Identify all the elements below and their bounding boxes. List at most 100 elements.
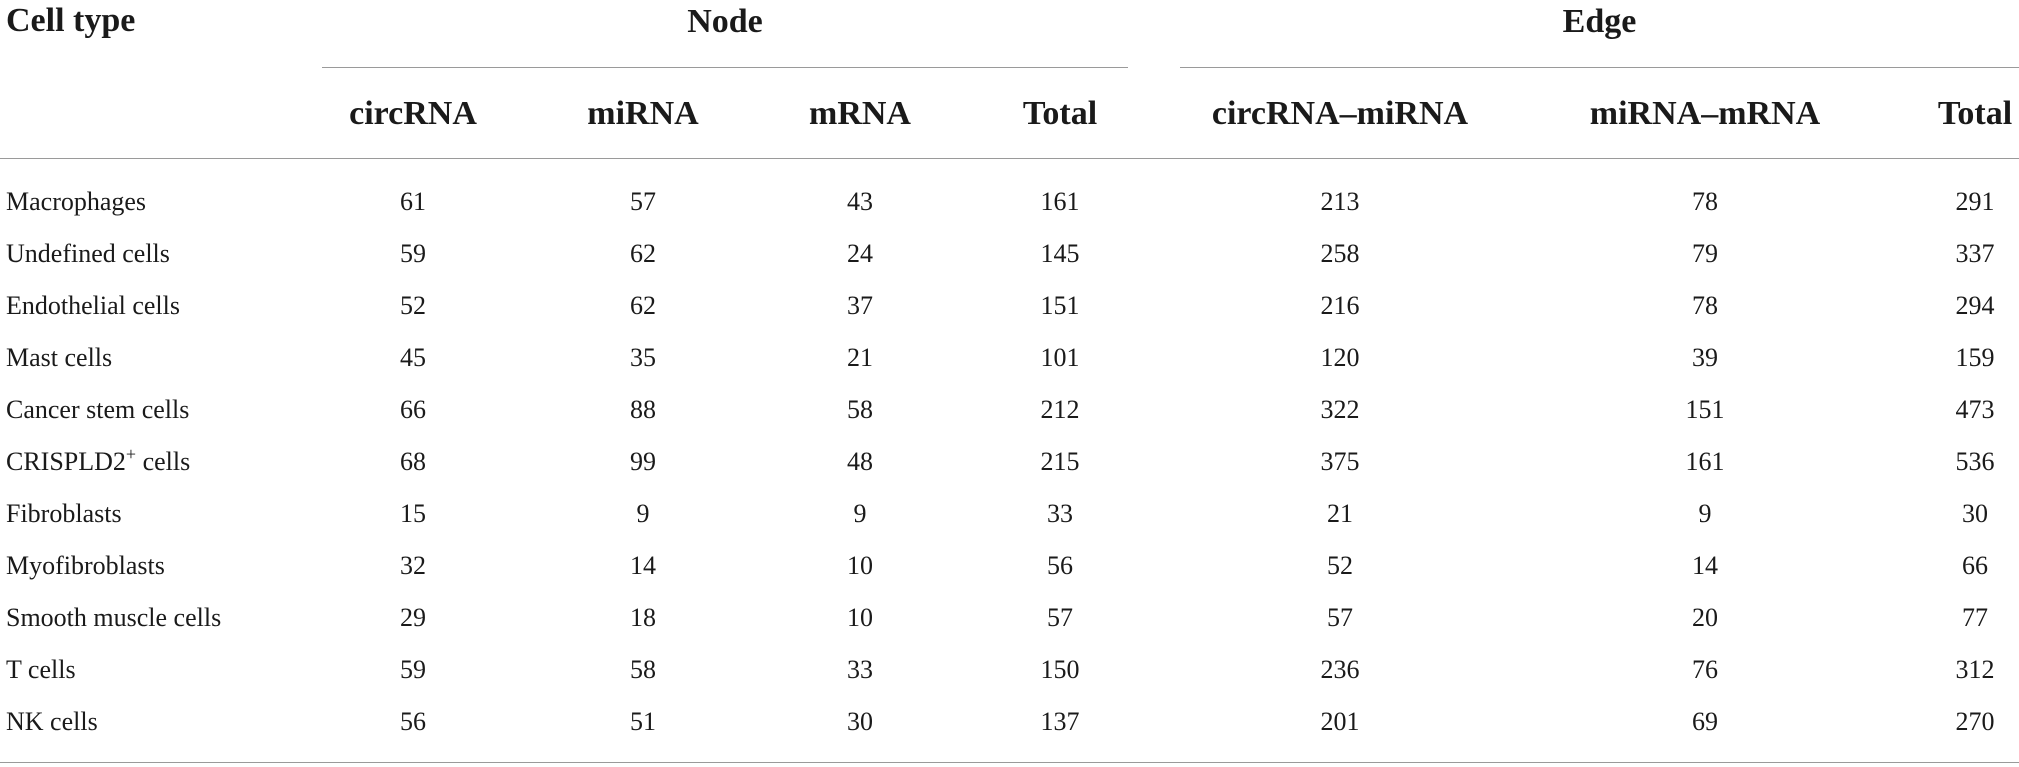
table-cell: 161 [1040,187,1080,216]
table-cell: 32 [400,551,426,580]
table-cell: 52 [400,291,426,320]
table-cell: 9 [636,499,650,528]
table-cell: 312 [1955,655,1995,684]
table-cell: 216 [1320,291,1360,320]
table-cell: 21 [1327,499,1353,528]
row-label: NK cells [6,707,98,736]
table-cell: 48 [847,447,873,476]
column-header: circRNA [349,95,477,132]
table-cell: 61 [400,187,426,216]
table-cell: 294 [1955,291,1995,320]
table-cell: 79 [1692,239,1718,268]
table-cell: 201 [1320,707,1360,736]
table-cell: 161 [1685,447,1725,476]
table-cell: 62 [630,239,656,268]
table-cell: 258 [1320,239,1360,268]
table-cell: 101 [1040,343,1080,372]
table-cell: 58 [847,395,873,424]
table-cell: 145 [1040,239,1080,268]
table-cell: 39 [1692,343,1718,372]
table-cell: 45 [400,343,426,372]
row-label-suffix: cells [136,447,191,476]
table-cell: 151 [1040,291,1080,320]
table-cell: 69 [1692,707,1718,736]
group-header-node: Node [687,3,763,40]
column-header: mRNA [809,95,911,132]
row-label-superscript: + [125,444,137,464]
group-rule-node [322,67,1128,68]
table-cell: 10 [847,551,873,580]
table-cell: 52 [1327,551,1353,580]
table-cell: 66 [400,395,426,424]
table-cell: 30 [847,707,873,736]
table-cell: 213 [1320,187,1360,216]
table-cell: 20 [1692,603,1718,632]
group-header-edge: Edge [1562,3,1637,40]
table-cell: 137 [1040,707,1080,736]
row-label: Smooth muscle cells [6,603,222,632]
row-label: T cells [6,655,76,684]
table-cell: 57 [1047,603,1073,632]
table-cell: 9 [1698,499,1712,528]
table-cell: 56 [1047,551,1073,580]
table-cell: 24 [847,239,873,268]
table-cell: 78 [1692,187,1718,216]
row-label: Undefined cells [6,239,170,268]
table-cell: 291 [1955,187,1995,216]
table-cell: 77 [1962,603,1988,632]
row-label: Cancer stem cells [6,395,190,424]
table-cell: 215 [1040,447,1080,476]
table-cell: 151 [1685,395,1725,424]
column-header: miRNA–mRNA [1589,95,1821,132]
table-cell: 43 [847,187,873,216]
table-cell: 51 [630,707,656,736]
table-cell: 10 [847,603,873,632]
table-cell: 337 [1955,239,1995,268]
table-cell: 59 [400,239,426,268]
table-cell: 30 [1962,499,1988,528]
table-cell: 35 [630,343,656,372]
table-cell: 57 [630,187,656,216]
column-header: Total [1937,95,2013,132]
row-label-text: CRISPLD2 [6,447,126,476]
row-label: Myofibroblasts [6,551,165,580]
table-cell: 99 [630,447,656,476]
table-cell: 33 [1047,499,1073,528]
table-cell: 322 [1320,395,1360,424]
table-cell: 270 [1955,707,1995,736]
row-label: Mast cells [6,343,113,372]
table-cell: 159 [1955,343,1995,372]
table-cell: 21 [847,343,873,372]
column-header: Total [1022,95,1098,132]
table-cell: 9 [853,499,867,528]
table-cell: 33 [847,655,873,684]
table-cell: 473 [1955,395,1995,424]
table-cell: 78 [1692,291,1718,320]
table-cell: 14 [630,551,656,580]
table-cell: 120 [1320,343,1360,372]
table-cell: 68 [400,447,426,476]
table-cell: 212 [1040,395,1080,424]
table-cell: 76 [1692,655,1718,684]
table-cell: 18 [630,603,656,632]
column-header: circRNA–miRNA [1211,95,1469,132]
table-cell: 59 [400,655,426,684]
table-cell: 536 [1955,447,1995,476]
table-bottom-rule [0,762,2019,763]
table-cell: 37 [847,291,873,320]
table-cell: 62 [630,291,656,320]
row-label: Macrophages [6,187,147,216]
table-cell: 56 [400,707,426,736]
table-cell: 15 [400,499,426,528]
row-label: CRISPLD2+ cells [6,436,190,488]
group-rule-edge [1180,67,2019,68]
stub-header: Cell type [6,2,136,39]
table-cell: 66 [1962,551,1988,580]
table-cell: 14 [1692,551,1718,580]
row-label: Endothelial cells [6,291,181,320]
table-cell: 58 [630,655,656,684]
column-header: miRNA [587,95,699,132]
table-cell: 57 [1327,603,1353,632]
header-bottom-rule [0,158,2019,159]
table-cell: 150 [1040,655,1080,684]
